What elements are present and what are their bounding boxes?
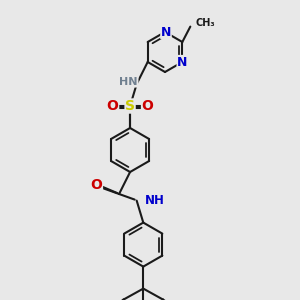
Text: N: N <box>177 56 188 68</box>
Text: N: N <box>161 26 171 38</box>
Text: NH: NH <box>145 194 165 207</box>
Text: S: S <box>125 99 135 113</box>
Text: HN: HN <box>119 77 138 87</box>
Text: O: O <box>142 99 153 113</box>
Text: O: O <box>91 178 102 192</box>
Text: CH₃: CH₃ <box>195 18 215 28</box>
Text: O: O <box>107 99 118 113</box>
